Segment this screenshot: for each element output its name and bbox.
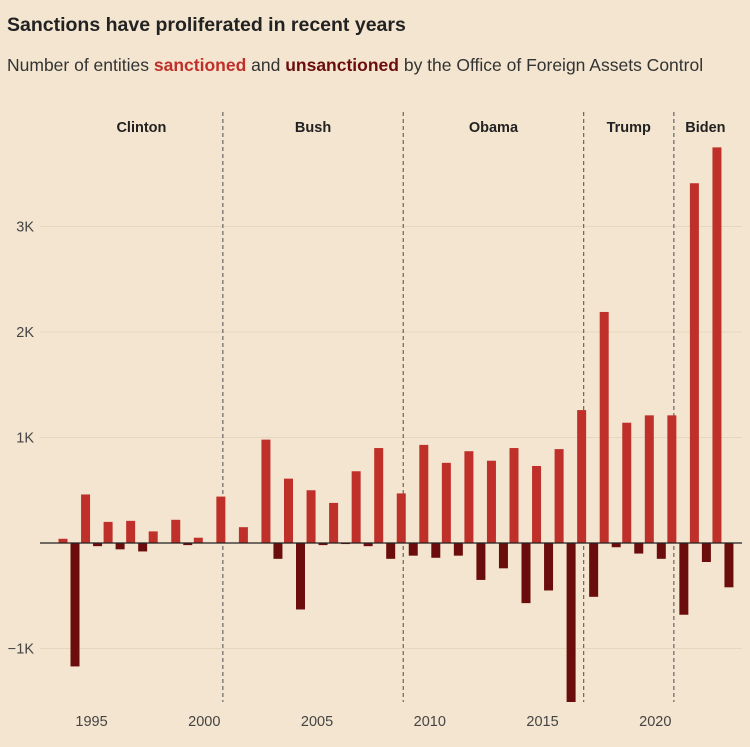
axes: −1K 1K 2K 3K 1995 2000 2005 2010 2015 2020: [8, 220, 742, 730]
grid-lines: [40, 226, 742, 649]
chart-subtitle: Number of entities sanctioned and unsanc…: [7, 53, 707, 78]
bar-unsanctioned: [408, 543, 418, 556]
bar-unsanctioned: [476, 543, 486, 580]
era-label: Biden: [685, 120, 725, 136]
bar-unsanctioned: [498, 543, 508, 569]
bar-unsanctioned: [138, 543, 148, 552]
bar-sanctioned: [441, 462, 451, 543]
bar-unsanctioned: [273, 543, 283, 559]
bar-unsanctioned: [566, 543, 576, 702]
subtitle-prefix: Number of entities: [7, 55, 154, 75]
y-tick-label: 2K: [16, 325, 34, 341]
x-tick-label: 2015: [526, 714, 558, 730]
x-tick-label: 2005: [301, 714, 333, 730]
bar-sanctioned: [532, 465, 542, 543]
bar-unsanctioned: [115, 543, 125, 550]
era-label: Trump: [607, 120, 651, 136]
bar-sanctioned: [554, 449, 564, 543]
bar-unsanctioned: [183, 543, 193, 546]
bar-sanctioned: [577, 410, 587, 543]
x-tick-label: 2010: [414, 714, 446, 730]
bar-unsanctioned: [386, 543, 396, 559]
bar-sanctioned: [284, 478, 293, 543]
bar-sanctioned: [329, 502, 339, 543]
era-dividers: [222, 112, 675, 702]
bar-unsanctioned: [521, 543, 531, 604]
bar-unsanctioned: [93, 543, 103, 547]
bar-sanctioned: [667, 415, 677, 543]
bar-unsanctioned: [70, 543, 80, 667]
bar-sanctioned: [306, 490, 316, 543]
bar-sanctioned: [464, 451, 474, 543]
bar-sanctioned: [81, 494, 91, 543]
chart-title: Sanctions have proliferated in recent ye…: [7, 14, 406, 36]
y-tick-label: 1K: [16, 431, 34, 447]
bar-sanctioned: [216, 496, 226, 543]
era-label: Clinton: [116, 120, 166, 136]
y-tick-label: −1K: [8, 642, 35, 658]
bar-unsanctioned: [431, 543, 441, 558]
bar-unsanctioned: [656, 543, 666, 559]
subtitle-suffix: by the Office of Foreign Assets Control: [398, 55, 704, 75]
bar-sanctioned: [599, 311, 609, 543]
era-label: Bush: [295, 120, 331, 136]
bar-sanctioned: [622, 422, 632, 543]
bar-sanctioned: [712, 147, 722, 543]
bar-unsanctioned: [296, 543, 305, 610]
bar-unsanctioned: [701, 543, 711, 562]
bar-sanctioned: [689, 183, 699, 543]
legend-unsanctioned: unsanctioned: [285, 55, 399, 75]
y-tick-label: 3K: [16, 220, 34, 236]
era-labels: Clinton Bush Obama Trump Biden: [116, 120, 725, 136]
era-label: Obama: [469, 120, 519, 136]
bar-sanctioned: [509, 448, 519, 543]
bar-sanctioned: [148, 531, 158, 543]
bar-sanctioned: [103, 521, 113, 543]
legend-sanctioned: sanctioned: [153, 55, 247, 75]
bar-unsanctioned: [634, 543, 644, 554]
bar-sanctioned: [238, 527, 248, 543]
bar-unsanctioned: [363, 543, 373, 547]
bar-sanctioned: [351, 471, 361, 543]
bar-unsanctioned: [679, 543, 689, 615]
x-tick-label: 1995: [75, 714, 107, 730]
subtitle-middle: and: [246, 55, 286, 75]
bar-sanctioned: [193, 537, 203, 543]
bar-sanctioned: [644, 415, 654, 543]
bar-sanctioned: [486, 460, 496, 543]
bar-sanctioned: [126, 520, 136, 543]
bar-sanctioned: [58, 538, 68, 543]
bar-sanctioned: [374, 448, 384, 543]
bar-unsanctioned: [453, 543, 463, 556]
bar-unsanctioned: [318, 543, 328, 546]
bar-unsanctioned: [724, 543, 734, 588]
x-tick-label: 2020: [639, 714, 671, 730]
bar-unsanctioned: [544, 543, 554, 591]
bar-sanctioned: [419, 444, 429, 543]
x-tick-label: 2000: [188, 714, 220, 730]
bar-sanctioned: [171, 519, 181, 543]
bar-sanctioned: [396, 493, 406, 543]
bar-unsanctioned: [611, 543, 621, 548]
bar-sanctioned: [261, 439, 271, 543]
bar-unsanctioned: [589, 543, 599, 597]
bars: [58, 147, 734, 702]
